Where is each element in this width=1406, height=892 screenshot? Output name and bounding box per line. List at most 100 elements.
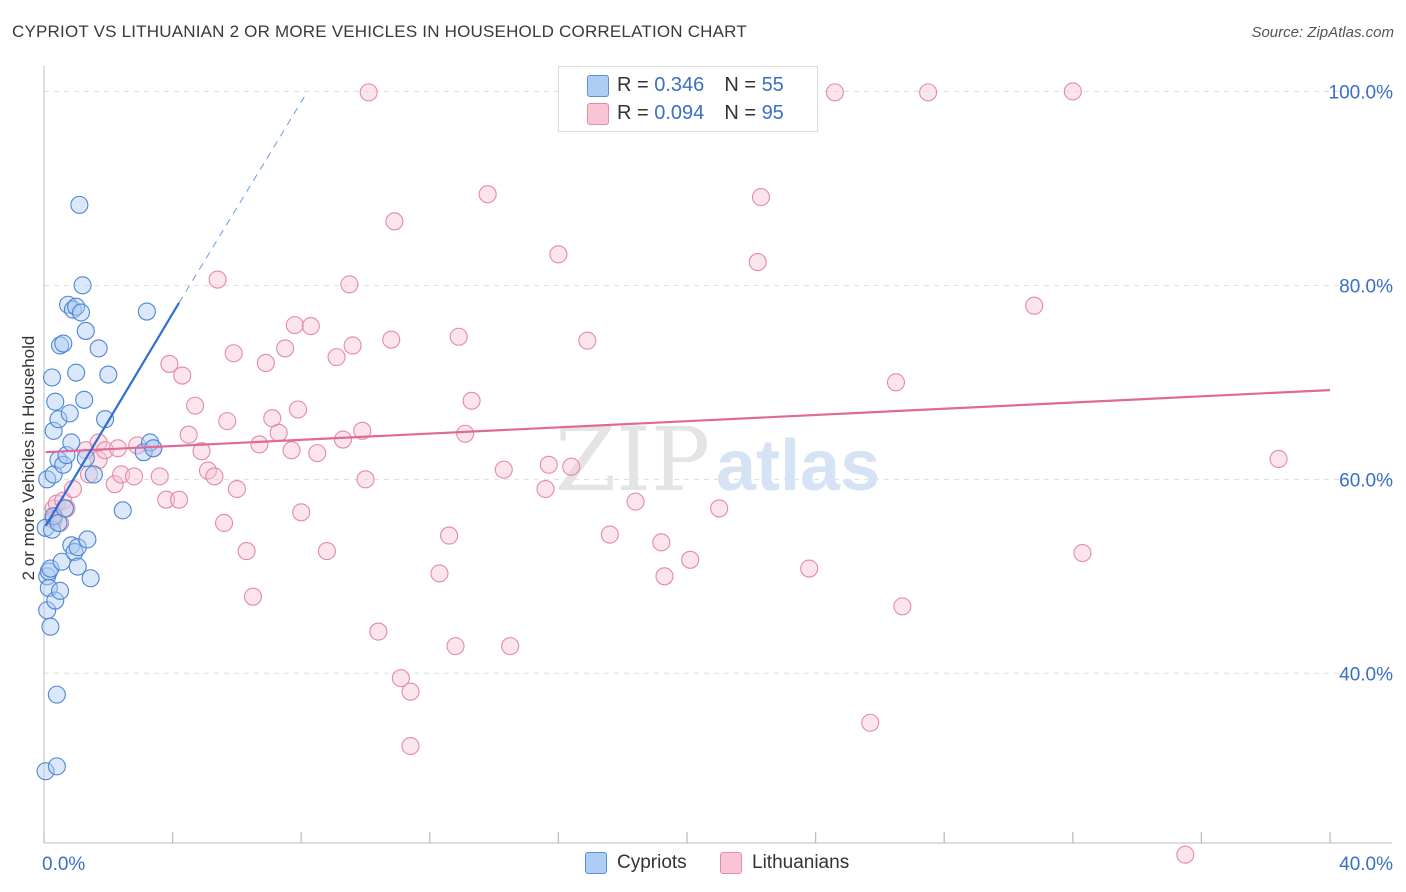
cypriot-point: [47, 757, 66, 776]
legend-label-lithuanians: Lithuanians: [752, 852, 850, 873]
lithuanian-point: [276, 339, 295, 358]
lithuanian-legend-swatch: [587, 103, 609, 125]
lithuanian-point: [124, 467, 144, 486]
cypriot-point: [60, 404, 79, 423]
cypriot-point: [89, 339, 108, 358]
cypriot-point: [49, 410, 68, 429]
lithuanian-point: [800, 559, 819, 578]
lithuanian-point: [353, 421, 372, 440]
lithuanian-point: [227, 479, 246, 499]
lithuanian-point: [292, 503, 311, 522]
lithuanian-point: [224, 344, 243, 363]
y-tick-label: 100.0%: [1329, 82, 1394, 103]
y-tick-label: 60.0%: [1339, 470, 1393, 491]
cypriot-point: [75, 390, 94, 409]
legend-item-lithuanians[interactable]: Lithuanians: [720, 852, 849, 874]
cypriot-n-label: N =: [724, 73, 756, 96]
lithuanian-point: [748, 253, 767, 272]
lithuanian-point: [205, 467, 224, 486]
lithuanian-point: [494, 460, 513, 479]
legend-label-cypriots: Cypriots: [617, 852, 687, 873]
lithuanian-point: [401, 736, 420, 756]
cypriot-point: [36, 762, 55, 781]
lithuanian-point: [243, 587, 263, 606]
lithuanian-point: [359, 83, 378, 102]
lithuanian-point: [710, 499, 729, 518]
lithuanian-point: [391, 669, 410, 688]
cypriot-point: [137, 302, 156, 321]
lithuanian-point: [157, 490, 176, 509]
cypriot-legend-swatch: [587, 75, 609, 97]
lithuanian-point: [105, 475, 124, 494]
lithuanian-point: [343, 336, 362, 355]
cypriot-point: [47, 685, 66, 704]
lithuanian-point: [886, 373, 906, 392]
lithuanian-point: [919, 83, 938, 102]
cypriot-point: [67, 363, 86, 382]
lithuanian-point: [327, 348, 346, 367]
lithuanian-point: [1025, 296, 1044, 315]
cypriot-n-value: 55: [761, 73, 784, 96]
cypriot-point: [65, 543, 84, 562]
lithuanian-point: [626, 492, 645, 511]
lithuanian-point: [301, 317, 320, 336]
lithuanian-point: [282, 441, 301, 460]
lithuanian-point: [600, 525, 619, 544]
lithuanian-point: [1176, 845, 1195, 864]
cypriot-point: [68, 557, 87, 576]
lithuanian-point: [214, 513, 234, 533]
lithuanian-point: [501, 637, 520, 656]
watermark-atlas: atlas: [716, 426, 880, 506]
lithuanian-point: [237, 542, 256, 561]
cypriot-point: [71, 303, 91, 322]
cypriot-r-label: R =: [617, 73, 649, 96]
lithuanian-point: [218, 412, 237, 431]
lithuanian-n-label: N =: [724, 101, 756, 124]
lithuanian-point: [317, 542, 336, 561]
lithuanian-point: [456, 424, 475, 443]
lithuanian-point: [256, 353, 275, 372]
cypriot-legend-row: R = 0.346 N = 55: [617, 72, 784, 98]
lithuanian-point: [861, 713, 880, 732]
cypriot-point: [41, 617, 60, 636]
cypriot-point: [81, 569, 100, 588]
cypriot-point: [44, 421, 63, 440]
lithuanian-point: [462, 391, 481, 410]
cypriot-point: [46, 591, 65, 610]
cypriot-point: [62, 433, 81, 452]
lithuanian-point: [308, 444, 327, 463]
lithuanian-point: [539, 455, 558, 474]
cypriot-point: [99, 365, 118, 384]
lithuanian-point: [751, 188, 770, 207]
lithuanian-point: [150, 467, 169, 486]
lithuanian-point: [825, 83, 844, 102]
lithuanian-point: [160, 354, 179, 373]
lithuanian-point: [401, 682, 420, 701]
cypriot-point: [54, 455, 73, 474]
lithuanian-point: [681, 550, 700, 569]
lithuanian-point: [449, 327, 468, 346]
lithuanian-point: [536, 479, 555, 499]
lithuanian-point: [340, 275, 359, 294]
lithuanian-point: [1073, 543, 1092, 563]
lithuanian-point: [173, 366, 192, 385]
cypriot-point: [51, 336, 70, 355]
legend-item-cypriots[interactable]: Cypriots: [585, 852, 687, 874]
trend-lines: [44, 91, 1331, 527]
lithuanian-point: [385, 212, 404, 231]
lithuanian-point: [250, 435, 269, 454]
lithuanian-legend-row: R = 0.094 N = 95: [617, 100, 784, 126]
cypriot-point: [41, 559, 60, 578]
lithuanian-point: [333, 430, 353, 449]
source-attribution: Source: ZipAtlas.com: [1251, 24, 1394, 41]
cypriot-point: [70, 195, 89, 214]
lithuanian-point: [430, 564, 449, 583]
lithuanian-point: [1063, 82, 1082, 101]
lithuanian-point: [269, 423, 288, 442]
cypriot-trend-line: [44, 302, 180, 527]
axis-layer: [43, 66, 1392, 844]
lithuanian-point: [549, 245, 568, 264]
cypriot-trend-extension: [178, 91, 309, 304]
x-tick-label: 40.0%: [1339, 854, 1393, 875]
